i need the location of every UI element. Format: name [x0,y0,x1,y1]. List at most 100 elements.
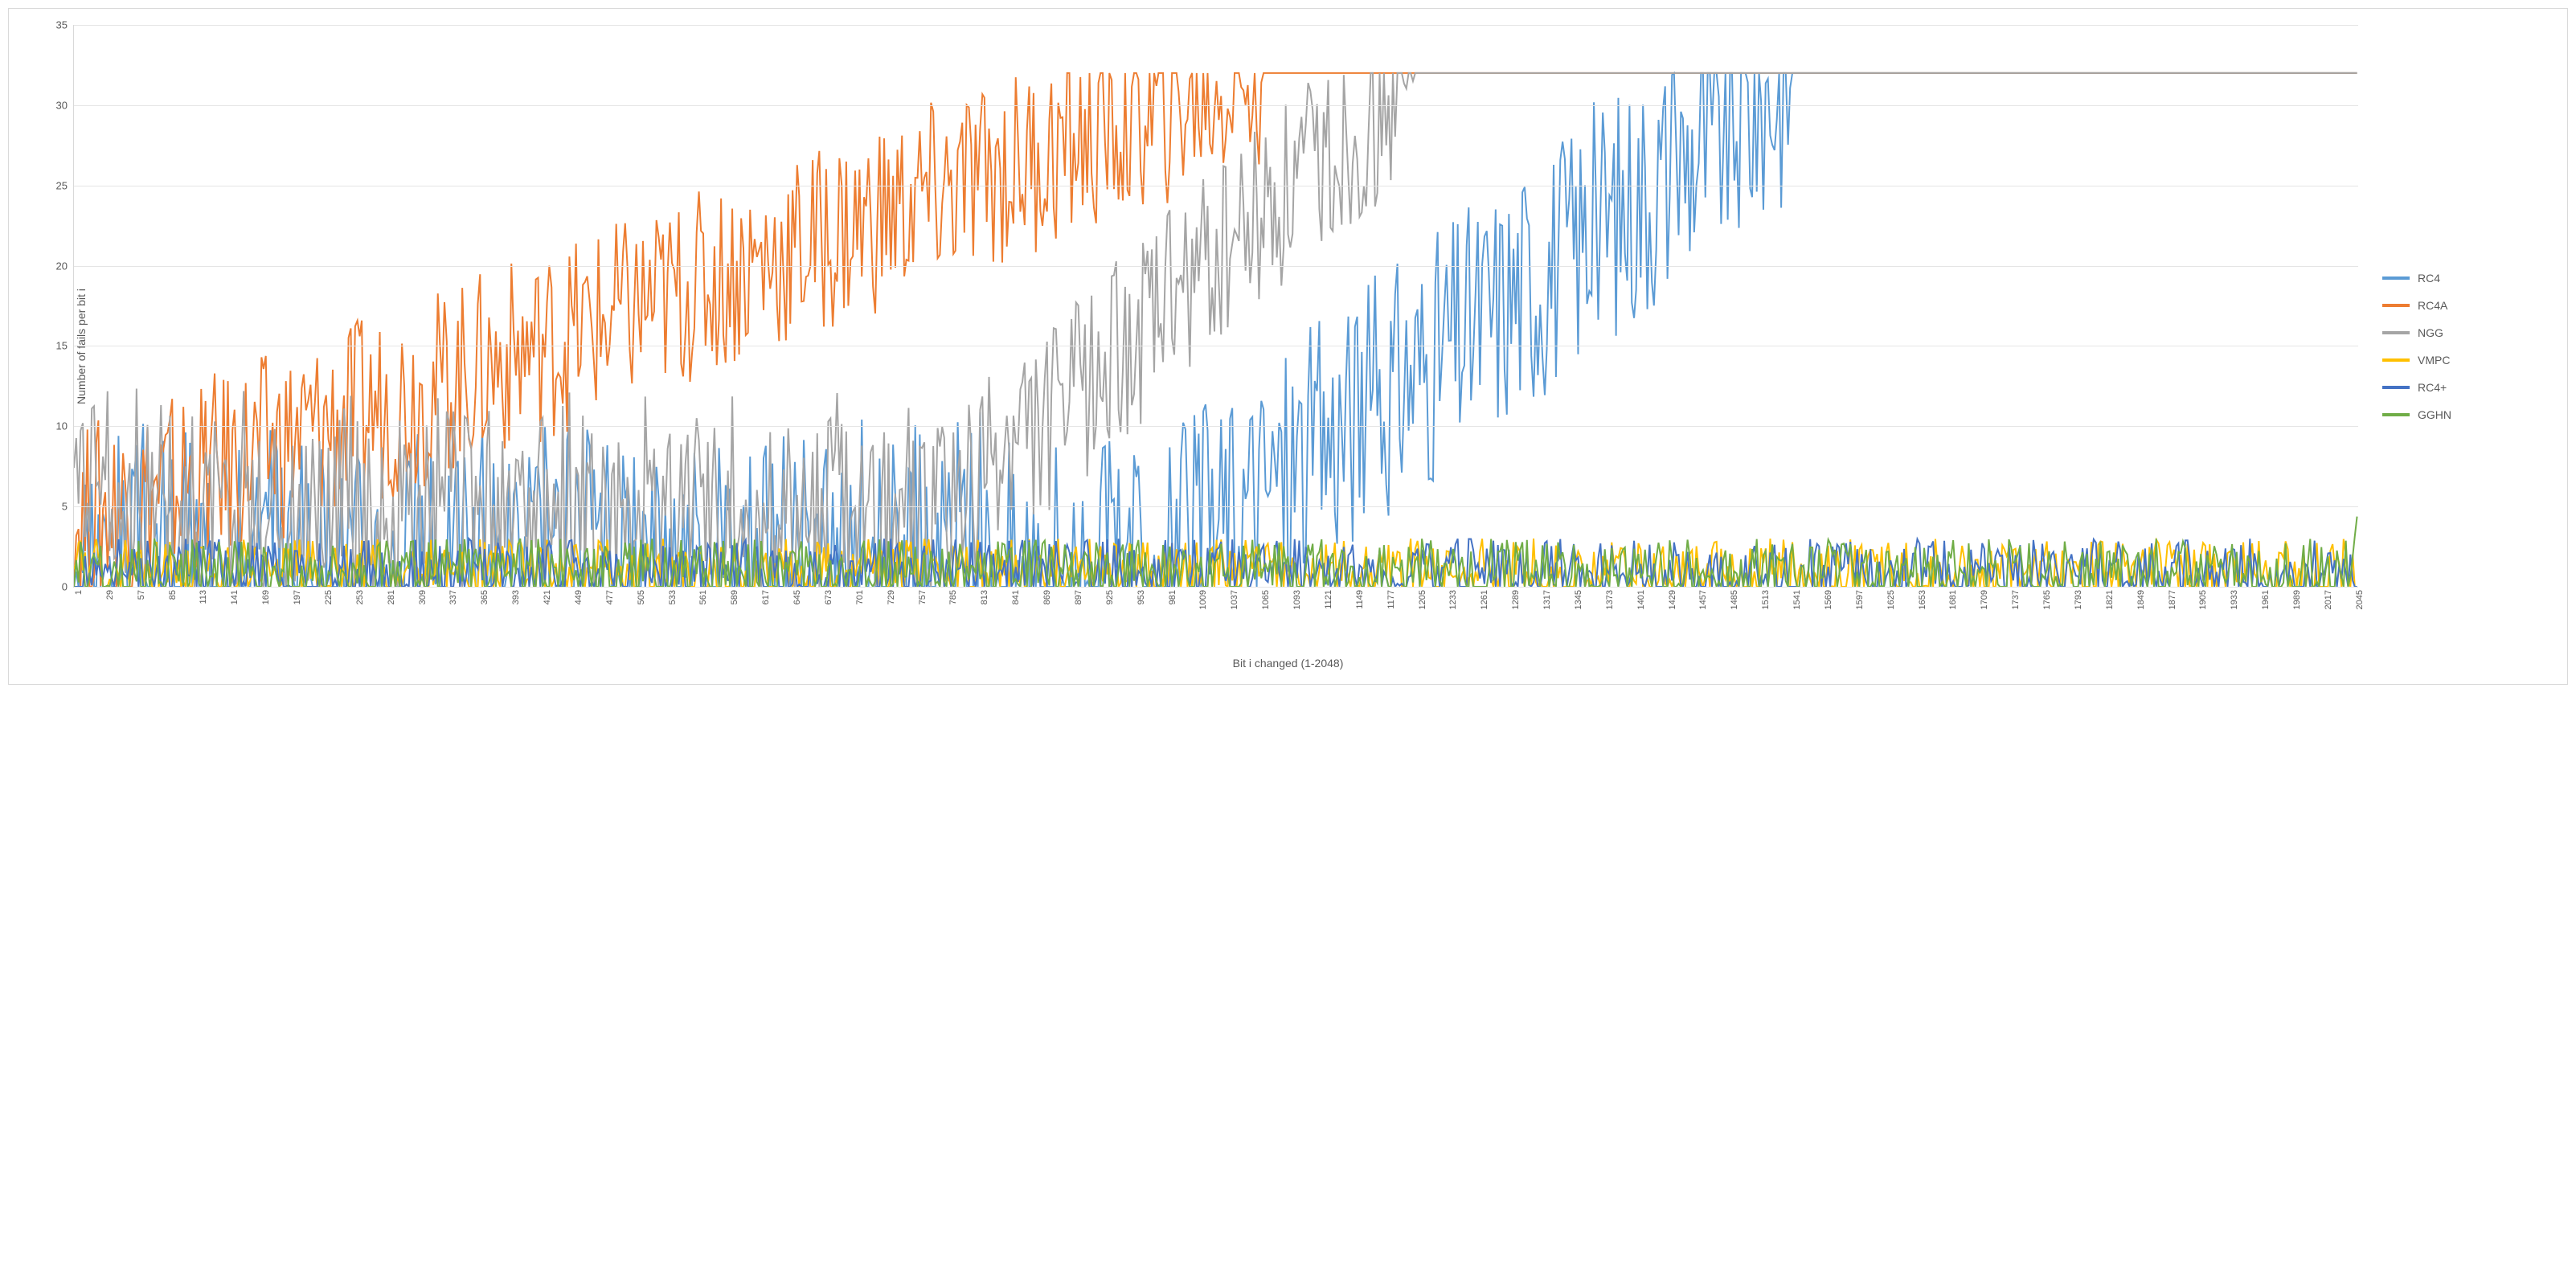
x-tick-label: 1485 [1730,590,1739,609]
x-tick-label: 2017 [2324,590,2333,609]
legend-swatch [2382,304,2410,307]
legend-item-gghn: GGHN [2382,408,2543,421]
legend-item-rc4: RC4 [2382,272,2543,285]
legend: RC4 RC4A NGG VMPC RC4+ GGHN [2382,272,2543,421]
x-tick-label: 897 [1074,590,1083,604]
x-tick-label: 1149 [1355,590,1365,609]
y-tick-label: 25 [56,179,74,191]
x-tick-label: 1429 [1668,590,1677,609]
x-tick-label: 505 [637,590,646,604]
x-tick-label: 1765 [2042,590,2052,609]
gridline-h [74,266,2358,267]
chart-container: Number of fails per bit i 12957851131411… [8,8,2568,685]
x-tick-label: 1541 [1792,590,1802,609]
plot-area: 1295785113141169197225253281309337365393… [73,25,2358,588]
x-tick-label: 1177 [1386,590,1396,609]
legend-item-ngg: NGG [2382,326,2543,339]
x-tick-label: 1961 [2261,590,2271,609]
x-tick-label: 113 [199,590,208,604]
x-tick-label: 449 [574,590,584,604]
x-tick-label: 1737 [2011,590,2021,609]
x-tick-label: 785 [948,590,958,604]
x-tick-label: 1205 [1418,590,1427,609]
x-tick-label: 1457 [1698,590,1708,609]
x-tick-label: 169 [261,590,271,604]
legend-item-rc4plus: RC4+ [2382,381,2543,394]
legend-swatch [2382,358,2410,362]
gridline-h [74,25,2358,26]
x-tick-label: 421 [543,590,552,604]
x-tick-label: 365 [480,590,489,604]
x-tick-label: 309 [418,590,428,604]
x-tick-label: 1513 [1761,590,1771,609]
x-tick-label: 1653 [1918,590,1927,609]
x-tick-label: 561 [698,590,708,604]
x-tick-label: 225 [324,590,334,604]
y-tick-label: 10 [56,420,74,432]
y-tick-label: 30 [56,99,74,111]
y-tick-label: 20 [56,260,74,272]
x-tick-label: 1821 [2105,590,2115,609]
x-tick-label: 1569 [1824,590,1833,609]
y-tick-label: 35 [56,19,74,31]
x-tick-label: 701 [855,590,865,604]
x-tick-label: 1009 [1198,590,1208,609]
legend-label: VMPC [2418,354,2450,367]
x-tick-label: 1289 [1511,590,1521,609]
x-tick-label: 197 [293,590,302,604]
x-tick-label: 1793 [2074,590,2083,609]
x-tick-label: 589 [730,590,739,604]
x-tick-label: 673 [824,590,833,604]
x-ticks: 1295785113141169197225253281309337365393… [74,587,2358,659]
x-tick-label: 869 [1042,590,1052,604]
legend-item-rc4a: RC4A [2382,299,2543,312]
series-line-rc4a [74,73,2357,587]
x-tick-label: 1989 [2292,590,2302,609]
x-tick-label: 85 [168,590,178,600]
x-tick-label: 57 [137,590,146,600]
series-line-ngg [74,73,2357,587]
x-tick-label: 1317 [1542,590,1552,609]
y-tick-label: 5 [62,501,74,513]
legend-item-vmpc: VMPC [2382,354,2543,367]
x-tick-label: 2045 [2355,590,2365,609]
gridline-h [74,506,2358,507]
gridline-h [74,426,2358,427]
x-tick-label: 813 [980,590,989,604]
x-tick-label: 533 [668,590,678,604]
x-tick-label: 141 [230,590,240,604]
x-tick-label: 757 [918,590,928,604]
x-tick-label: 1373 [1605,590,1615,609]
x-tick-label: 29 [105,590,115,600]
legend-swatch [2382,276,2410,280]
series-lines [74,25,2358,587]
x-tick-label: 841 [1011,590,1021,604]
legend-label: RC4A [2418,299,2447,312]
y-tick-label: 15 [56,340,74,352]
x-tick-label: 1681 [1948,590,1958,609]
x-axis-title: Bit i changed (1-2048) [1233,657,1344,670]
x-tick-label: 981 [1168,590,1177,604]
x-tick-label: 1905 [2198,590,2208,609]
x-tick-label: 925 [1105,590,1115,604]
y-tick-label: 0 [62,581,74,593]
x-tick-label: 1261 [1480,590,1489,609]
x-tick-label: 337 [448,590,458,604]
legend-label: NGG [2418,326,2443,339]
series-line-rc4 [74,73,2357,587]
x-tick-label: 1233 [1448,590,1458,609]
x-tick-label: 1597 [1855,590,1865,609]
x-tick-label: 1401 [1636,590,1646,609]
x-tick-label: 1093 [1292,590,1302,609]
x-tick-label: 253 [355,590,365,604]
legend-swatch [2382,386,2410,389]
gridline-h [74,105,2358,106]
x-tick-label: 1345 [1574,590,1583,609]
legend-swatch [2382,413,2410,416]
x-tick-label: 477 [605,590,615,604]
x-tick-label: 281 [387,590,396,604]
x-tick-label: 617 [761,590,771,604]
legend-swatch [2382,331,2410,334]
x-tick-label: 1933 [2230,590,2239,609]
x-tick-label: 1709 [1980,590,1989,609]
